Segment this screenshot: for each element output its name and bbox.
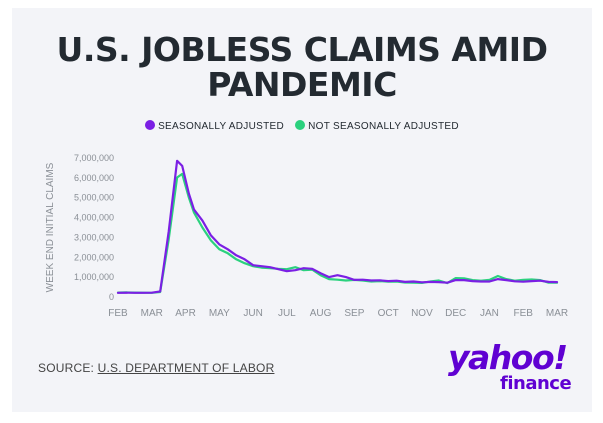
chart-title: U.S. JOBLESS CLAIMS AMID PANDEMIC — [12, 32, 592, 102]
y-tick-label: 4,000,000 — [74, 213, 114, 223]
x-tick-label: JUN — [243, 308, 262, 319]
chart-card: U.S. JOBLESS CLAIMS AMID PANDEMIC SEASON… — [12, 8, 592, 412]
yahoo-finance-logo: yahoo! finance — [448, 341, 588, 393]
source-prefix: SOURCE: — [38, 361, 98, 375]
y-tick-label: 3,000,000 — [74, 232, 114, 242]
x-tick-label: MAR — [141, 308, 163, 319]
x-tick-label: NOV — [411, 308, 433, 319]
chart-title-line1: U.S. JOBLESS CLAIMS AMID — [56, 30, 548, 69]
legend-swatch-not-seasonally-adjusted — [295, 120, 306, 130]
x-tick-label: FEB — [108, 308, 128, 319]
y-axis: 0 1,000,000 2,000,000 3,000,000 4,000,000 5,0… — [74, 153, 114, 302]
x-tick-label: AUG — [310, 308, 332, 319]
logo-yahoo-text: yahoo! — [448, 338, 568, 377]
x-tick-label: DEC — [445, 308, 466, 319]
y-tick-label: 2,000,000 — [74, 252, 114, 262]
legend-swatch-seasonally-adjusted — [145, 120, 156, 130]
x-tick-label: OCT — [378, 308, 399, 319]
chart-legend: SEASONALLY ADJUSTED NOT SEASONALLY ADJUS… — [12, 120, 592, 132]
x-tick-label: SEP — [344, 308, 364, 319]
chart-title-line2: PANDEMIC — [207, 65, 397, 104]
x-tick-label: FEB — [514, 308, 534, 319]
y-tick-label: 6,000,000 — [74, 173, 114, 183]
line-chart: WEEK END INITIAL CLAIMS 0 1,000,000 2,000,… — [45, 153, 568, 319]
source-note: SOURCE: U.S. DEPARTMENT OF LABOR — [38, 361, 274, 375]
legend-label-not-seasonally-adjusted: NOT SEASONALLY ADJUSTED — [308, 121, 459, 132]
x-tick-label: MAY — [209, 308, 230, 319]
x-tick-label: APR — [175, 308, 196, 319]
logo-finance-text: finance — [500, 373, 572, 394]
x-axis: FEB MAR APR MAY JUN JUL AUG SEP OCT NOV DEC JAN FEB M… — [108, 308, 568, 319]
y-tick-label: 7,000,000 — [74, 153, 114, 163]
x-tick-label: MAR — [546, 308, 568, 319]
series-line-seasonally-adjusted — [116, 159, 559, 294]
y-axis-title: WEEK END INITIAL CLAIMS — [45, 162, 56, 292]
series-lines — [116, 159, 559, 294]
legend-label-seasonally-adjusted: SEASONALLY ADJUSTED — [158, 121, 284, 132]
y-tick-label: 1,000,000 — [74, 272, 114, 282]
legend-item-not-seasonally-adjusted: NOT SEASONALLY ADJUSTED — [295, 120, 459, 132]
y-tick-label: 0 — [109, 292, 114, 302]
source-link[interactable]: U.S. DEPARTMENT OF LABOR — [97, 361, 275, 375]
x-tick-label: JUL — [278, 308, 296, 319]
legend-item-seasonally-adjusted: SEASONALLY ADJUSTED — [145, 120, 284, 132]
x-tick-label: JAN — [480, 308, 499, 319]
y-tick-label: 5,000,000 — [74, 193, 114, 203]
